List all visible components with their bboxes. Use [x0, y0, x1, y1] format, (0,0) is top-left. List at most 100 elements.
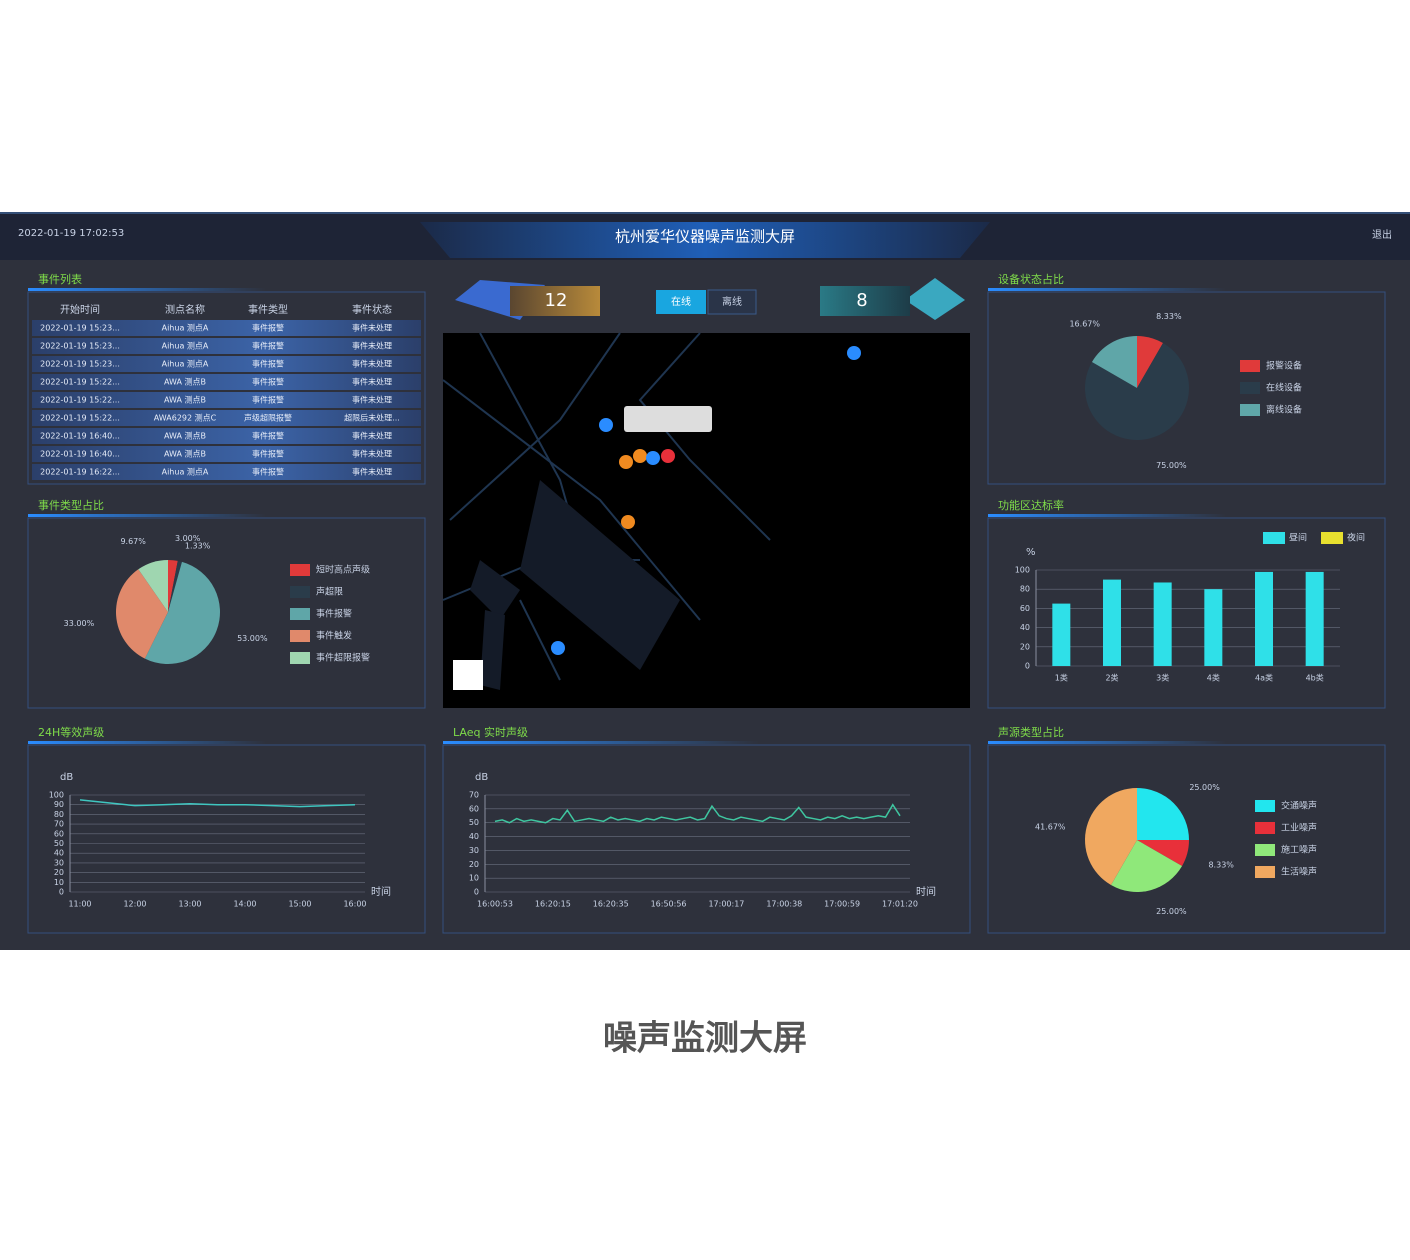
slice-label: 75.00% — [1156, 461, 1187, 470]
title: 杭州爱华仪器噪声监测大屏 — [615, 228, 795, 246]
legend-swatch — [290, 586, 310, 598]
legend-label: 事件报警 — [316, 608, 352, 620]
slice-label: 25.00% — [1156, 907, 1187, 916]
legend-label: 声超限 — [316, 586, 343, 598]
y-tick-label: 30 — [469, 846, 479, 855]
legend-label: 夜间 — [1347, 532, 1365, 544]
legend-swatch — [290, 652, 310, 664]
table-cell: Aihua 测点A — [162, 468, 209, 477]
legend-swatch — [1263, 532, 1285, 544]
x-tick-label: 3类 — [1156, 673, 1169, 683]
panel-title: 功能区达标率 — [998, 498, 1064, 512]
table-cell: 2022-01-19 15:22... — [40, 414, 120, 423]
legend-swatch — [290, 630, 310, 642]
y-axis-label: % — [1026, 547, 1036, 558]
bar — [1305, 571, 1324, 666]
date: 2022-01-19 17:02:53 — [18, 228, 124, 239]
slice-label: 9.67% — [120, 537, 146, 546]
x-tick-label: 4a类 — [1255, 673, 1273, 683]
slice-label: 33.00% — [64, 619, 95, 628]
exit[interactable]: 退出 — [1372, 228, 1392, 241]
y-tick-label: 60 — [1020, 604, 1030, 613]
table-cell: Aihua 测点A — [162, 324, 209, 333]
y-tick-label: 40 — [1020, 623, 1030, 632]
x-tick-label: 16:00 — [343, 900, 366, 909]
table-cell: 事件未处理 — [352, 377, 392, 387]
table-cell: 事件未处理 — [352, 359, 392, 369]
slice-label: 16.67% — [1069, 319, 1100, 328]
table-row — [32, 338, 421, 354]
panel-title: LAeq 实时声级 — [453, 725, 528, 739]
button-label[interactable]: 离线 — [722, 295, 742, 308]
table-cell: 2022-01-19 16:40... — [40, 432, 120, 441]
pie-slice — [1084, 788, 1137, 886]
slice-label: 8.33% — [1156, 312, 1182, 321]
button[interactable] — [707, 289, 757, 315]
panel — [442, 744, 971, 934]
x-tick-label: 17:00:17 — [708, 900, 744, 909]
y-tick-label: 10 — [469, 874, 479, 883]
map-control[interactable] — [453, 660, 483, 690]
table-cell: 事件报警 — [252, 431, 284, 441]
slice-label: 41.67% — [1035, 822, 1066, 831]
table-cell: 事件未处理 — [352, 323, 392, 333]
legend-label: 离线设备 — [1266, 404, 1302, 416]
pie-slice — [1137, 336, 1163, 388]
legend-swatch — [1240, 382, 1260, 394]
y-tick-label: 90 — [54, 800, 64, 809]
legend-swatch — [1321, 532, 1343, 544]
table-row — [32, 410, 421, 426]
table-cell: 事件报警 — [252, 395, 284, 405]
pie-slice — [1085, 342, 1189, 440]
x-tick-label: 4b类 — [1306, 673, 1324, 683]
panel-underline — [28, 288, 267, 291]
table-cell: 声级超限报警 — [244, 413, 292, 423]
bar — [1052, 603, 1071, 666]
table-cell: AWA 测点B — [164, 396, 206, 405]
y-tick-label: 100 — [49, 791, 64, 800]
pie-slice — [1091, 336, 1137, 388]
y-axis-label: dB — [60, 772, 73, 783]
pie-slice — [168, 560, 178, 612]
legend-swatch — [290, 564, 310, 576]
panel — [27, 291, 426, 485]
map-pins[interactable] — [551, 346, 861, 655]
x-tick-label: 16:20:15 — [535, 900, 571, 909]
header-glow — [420, 222, 990, 258]
map-block — [520, 480, 680, 670]
y-tick-label: 70 — [469, 791, 479, 800]
line — [494, 803, 901, 824]
map-block — [480, 610, 505, 690]
bar — [1204, 589, 1223, 666]
x-tick-label: 16:00:53 — [477, 900, 513, 909]
table-cell: 2022-01-19 15:22... — [40, 396, 120, 405]
panel-title: 设备状态占比 — [998, 272, 1064, 286]
stat-icon — [905, 278, 965, 320]
legend-label: 报警设备 — [1266, 360, 1302, 372]
button[interactable] — [656, 290, 706, 314]
panel-title: 事件列表 — [38, 272, 82, 286]
legend-label: 在线设备 — [1266, 382, 1302, 394]
stat-box — [510, 286, 600, 316]
y-tick-label: 50 — [469, 818, 479, 827]
pie-slice — [168, 560, 182, 612]
y-tick-label: 20 — [54, 868, 64, 877]
legend-label: 交通噪声 — [1281, 800, 1317, 812]
legend-swatch — [1255, 822, 1275, 834]
map[interactable] — [443, 333, 970, 708]
button-label[interactable]: 在线 — [671, 295, 691, 308]
x-tick-label: 16:20:35 — [593, 900, 629, 909]
table-header: 开始时间 — [60, 303, 100, 316]
table-cell: 超限后未处理... — [344, 413, 400, 423]
table-cell: AWA 测点B — [164, 432, 206, 441]
table-cell: 2022-01-19 16:40... — [40, 450, 120, 459]
table-cell: 事件报警 — [252, 359, 284, 369]
table-cell: 2022-01-19 15:22... — [40, 378, 120, 387]
panel-title: 声源类型占比 — [998, 725, 1064, 739]
pie-slice — [1111, 840, 1183, 893]
caption: 噪声监测大屏 — [603, 1019, 807, 1059]
x-tick-label: 13:00 — [178, 900, 201, 909]
table-cell: 事件未处理 — [352, 431, 392, 441]
panel — [987, 517, 1386, 709]
